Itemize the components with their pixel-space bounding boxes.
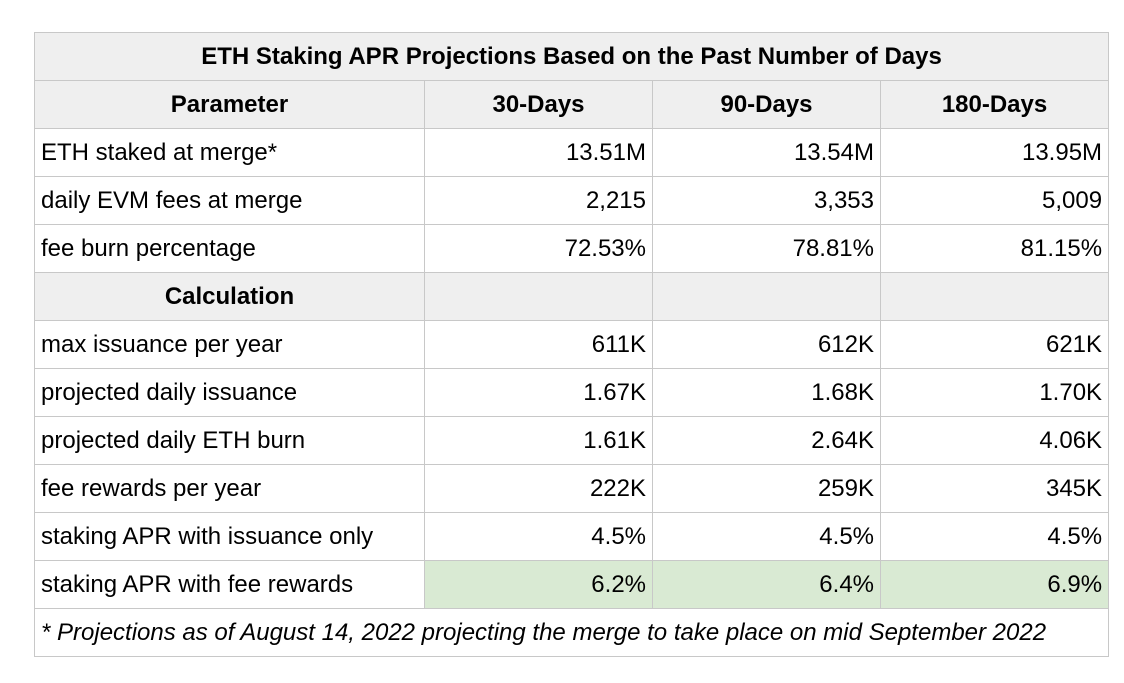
table-row: max issuance per year 611K 612K 621K bbox=[34, 320, 1110, 369]
row-label: projected daily ETH burn bbox=[34, 416, 425, 465]
table-row: projected daily ETH burn 1.61K 2.64K 4.0… bbox=[34, 416, 1110, 465]
header-row: Parameter 30-Days 90-Days 180-Days bbox=[34, 80, 1110, 129]
cell-180-days: 621K bbox=[879, 320, 1110, 369]
section-empty-cell bbox=[652, 272, 881, 321]
cell-180-days: 6.9% bbox=[879, 560, 1110, 609]
cell-30-days: 611K bbox=[424, 320, 653, 369]
cell-90-days: 13.54M bbox=[652, 128, 881, 177]
row-label: staking APR with fee rewards bbox=[34, 560, 425, 609]
table-row: fee rewards per year 222K 259K 345K bbox=[34, 464, 1110, 513]
section-empty-cell bbox=[424, 272, 653, 321]
table-row: staking APR with issuance only 4.5% 4.5%… bbox=[34, 512, 1110, 561]
title-row: ETH Staking APR Projections Based on the… bbox=[33, 32, 1110, 81]
cell-90-days: 3,353 bbox=[652, 176, 881, 225]
cell-90-days: 259K bbox=[652, 464, 881, 513]
row-label: fee rewards per year bbox=[34, 464, 425, 513]
header-90-days: 90-Days bbox=[652, 80, 881, 129]
row-label: projected daily issuance bbox=[34, 368, 425, 417]
header-parameter: Parameter bbox=[34, 80, 425, 129]
row-label: ETH staked at merge* bbox=[34, 128, 425, 177]
cell-30-days: 4.5% bbox=[424, 512, 653, 561]
table-row: fee burn percentage 72.53% 78.81% 81.15% bbox=[34, 224, 1110, 273]
section-row-calculation: Calculation bbox=[34, 272, 1110, 321]
footnote: * Projections as of August 14, 2022 proj… bbox=[33, 608, 1110, 657]
cell-90-days: 1.68K bbox=[652, 368, 881, 417]
cell-180-days: 4.06K bbox=[879, 416, 1110, 465]
section-label: Calculation bbox=[34, 272, 425, 321]
cell-180-days: 5,009 bbox=[879, 176, 1110, 225]
table-row-highlighted: staking APR with fee rewards 6.2% 6.4% 6… bbox=[34, 560, 1110, 609]
cell-30-days: 72.53% bbox=[424, 224, 653, 273]
cell-90-days: 612K bbox=[652, 320, 881, 369]
cell-30-days: 1.67K bbox=[424, 368, 653, 417]
cell-180-days: 81.15% bbox=[879, 224, 1110, 273]
header-30-days: 30-Days bbox=[424, 80, 653, 129]
cell-90-days: 4.5% bbox=[652, 512, 881, 561]
cell-180-days: 4.5% bbox=[879, 512, 1110, 561]
row-label: staking APR with issuance only bbox=[34, 512, 425, 561]
table-row: ETH staked at merge* 13.51M 13.54M 13.95… bbox=[34, 128, 1110, 177]
table-row: daily EVM fees at merge 2,215 3,353 5,00… bbox=[34, 176, 1110, 225]
table-row: projected daily issuance 1.67K 1.68K 1.7… bbox=[34, 368, 1110, 417]
cell-30-days: 222K bbox=[424, 464, 653, 513]
header-180-days: 180-Days bbox=[879, 80, 1110, 129]
cell-90-days: 78.81% bbox=[652, 224, 881, 273]
cell-30-days: 13.51M bbox=[424, 128, 653, 177]
cell-90-days: 6.4% bbox=[652, 560, 881, 609]
cell-30-days: 6.2% bbox=[424, 560, 653, 609]
row-label: fee burn percentage bbox=[34, 224, 425, 273]
row-label: max issuance per year bbox=[34, 320, 425, 369]
table-title: ETH Staking APR Projections Based on the… bbox=[33, 32, 1110, 81]
cell-90-days: 2.64K bbox=[652, 416, 881, 465]
section-empty-cell bbox=[879, 272, 1110, 321]
cell-180-days: 345K bbox=[879, 464, 1110, 513]
footnote-row: * Projections as of August 14, 2022 proj… bbox=[33, 608, 1110, 657]
cell-30-days: 2,215 bbox=[424, 176, 653, 225]
cell-30-days: 1.61K bbox=[424, 416, 653, 465]
apr-projection-table: ETH Staking APR Projections Based on the… bbox=[33, 32, 1110, 657]
row-label: daily EVM fees at merge bbox=[34, 176, 425, 225]
cell-180-days: 13.95M bbox=[879, 128, 1110, 177]
cell-180-days: 1.70K bbox=[879, 368, 1110, 417]
